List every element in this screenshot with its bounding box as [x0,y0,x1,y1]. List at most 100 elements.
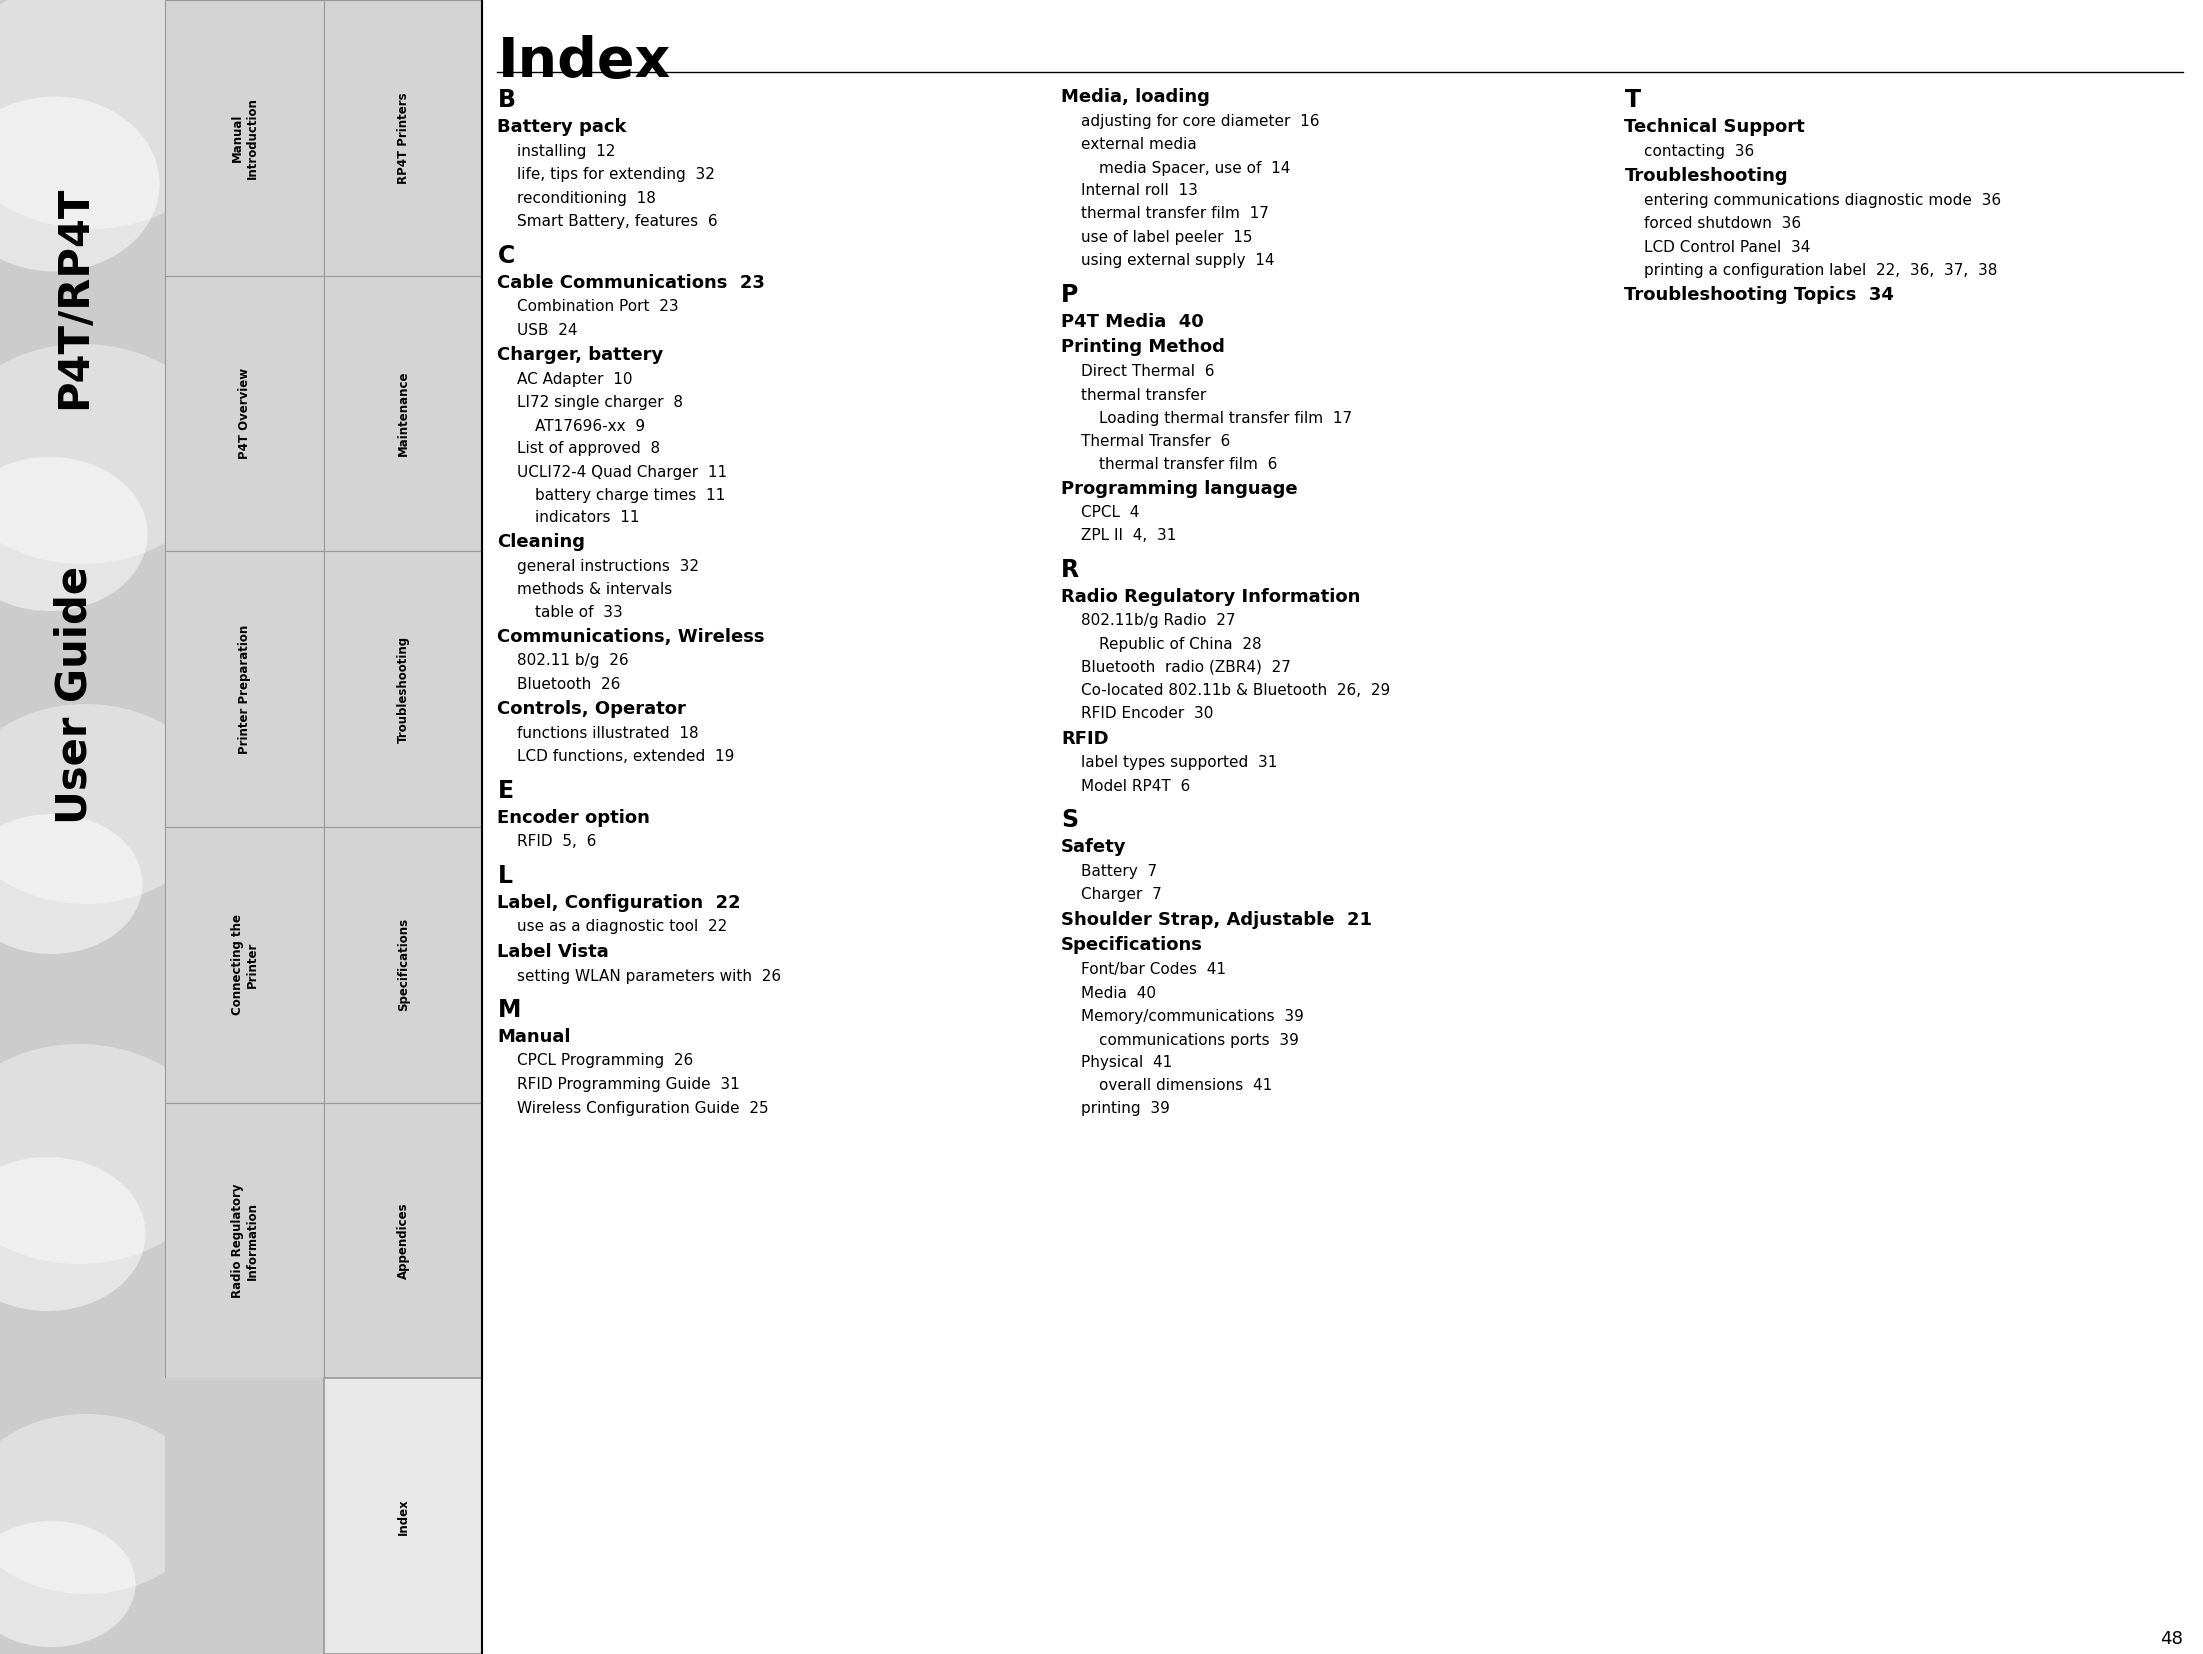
Text: RFID Encoder  30: RFID Encoder 30 [1082,706,1214,721]
Text: Battery  7: Battery 7 [1082,863,1157,878]
Text: Bluetooth  26: Bluetooth 26 [518,676,621,691]
Text: Shoulder Strap, Adjustable  21: Shoulder Strap, Adjustable 21 [1062,911,1372,930]
Text: LCD Control Panel  34: LCD Control Panel 34 [1643,240,1811,255]
Text: Smart Battery, features  6: Smart Battery, features 6 [518,213,718,228]
Text: Specifications: Specifications [397,918,410,1011]
Text: 802.11b/g Radio  27: 802.11b/g Radio 27 [1082,614,1236,629]
Text: Printer Preparation: Printer Preparation [238,625,251,754]
Text: Thermal Transfer  6: Thermal Transfer 6 [1082,433,1229,448]
Text: 48: 48 [2161,1629,2183,1647]
FancyBboxPatch shape [324,1378,482,1654]
Text: external media: external media [1082,137,1196,152]
Text: P: P [1062,283,1077,308]
Text: RFID Programming Guide  31: RFID Programming Guide 31 [518,1077,740,1092]
Ellipse shape [0,0,240,228]
Text: Internal roll  13: Internal roll 13 [1082,184,1198,198]
Text: Label Vista: Label Vista [498,943,610,961]
Text: media Spacer, use of  14: media Spacer, use of 14 [1099,160,1291,175]
Text: Memory/communications  39: Memory/communications 39 [1082,1009,1304,1024]
Text: USB  24: USB 24 [518,323,577,337]
Text: adjusting for core diameter  16: adjusting for core diameter 16 [1082,114,1320,129]
Text: Troubleshooting: Troubleshooting [397,635,410,743]
Ellipse shape [0,1522,137,1647]
Text: Font/bar Codes  41: Font/bar Codes 41 [1082,963,1227,978]
Text: communications ports  39: communications ports 39 [1099,1032,1300,1047]
Text: Programming language: Programming language [1062,480,1298,498]
Text: thermal transfer film  6: thermal transfer film 6 [1099,457,1278,471]
Text: P4T/RP4T: P4T/RP4T [53,185,95,410]
Text: contacting  36: contacting 36 [1643,144,1756,159]
Text: Bluetooth  radio (ZBR4)  27: Bluetooth radio (ZBR4) 27 [1082,660,1291,675]
Text: C: C [498,243,516,268]
Text: entering communications diagnostic mode  36: entering communications diagnostic mode … [1643,192,2003,207]
Ellipse shape [0,1414,205,1594]
Text: AC Adapter  10: AC Adapter 10 [518,372,632,387]
Text: RFID: RFID [1062,729,1108,748]
Ellipse shape [0,96,159,271]
FancyBboxPatch shape [165,827,324,1103]
Text: table of  33: table of 33 [535,605,623,620]
Text: Index: Index [397,1499,410,1535]
Text: Encoder option: Encoder option [498,809,650,827]
FancyBboxPatch shape [0,0,482,1654]
FancyBboxPatch shape [165,1103,324,1378]
Text: M: M [498,997,520,1022]
Text: AT17696-xx  9: AT17696-xx 9 [535,418,645,433]
FancyBboxPatch shape [324,0,482,276]
Text: setting WLAN parameters with  26: setting WLAN parameters with 26 [518,969,782,984]
Text: Wireless Configuration Guide  25: Wireless Configuration Guide 25 [518,1100,769,1115]
Text: Manual
Introduction: Manual Introduction [231,98,258,179]
Text: Model RP4T  6: Model RP4T 6 [1082,779,1190,794]
Text: P4T Overview: P4T Overview [238,367,251,460]
Text: Cleaning: Cleaning [498,533,586,551]
Text: Maintenance: Maintenance [397,370,410,457]
Text: Label, Configuration  22: Label, Configuration 22 [498,895,740,911]
Text: Combination Port  23: Combination Port 23 [518,299,679,314]
Ellipse shape [0,705,216,905]
Text: P4T Media  40: P4T Media 40 [1062,313,1203,331]
Text: Radio Regulatory
Information: Radio Regulatory Information [231,1183,258,1298]
FancyBboxPatch shape [165,551,324,827]
Text: CPCL  4: CPCL 4 [1082,504,1139,519]
Text: Manual: Manual [498,1029,571,1045]
Text: battery charge times  11: battery charge times 11 [535,488,725,503]
Ellipse shape [0,1158,145,1312]
Text: reconditioning  18: reconditioning 18 [518,190,656,205]
Ellipse shape [0,814,143,954]
Ellipse shape [0,457,148,610]
Text: functions illustrated  18: functions illustrated 18 [518,726,698,741]
FancyBboxPatch shape [165,276,324,551]
Text: Troubleshooting: Troubleshooting [1624,167,1789,185]
Text: Media, loading: Media, loading [1062,88,1209,106]
Ellipse shape [0,1044,220,1264]
Text: S: S [1062,809,1077,832]
Text: T: T [1624,88,1641,112]
Text: Co-located 802.11b & Bluetooth  26,  29: Co-located 802.11b & Bluetooth 26, 29 [1082,683,1390,698]
Text: Specifications: Specifications [1062,936,1203,954]
Text: Republic of China  28: Republic of China 28 [1099,637,1262,652]
Text: RFID  5,  6: RFID 5, 6 [518,835,597,850]
Text: Safety: Safety [1062,839,1126,857]
Text: Technical Support: Technical Support [1624,117,1804,136]
Text: Charger  7: Charger 7 [1082,888,1161,903]
Text: L: L [498,863,513,888]
Text: Media  40: Media 40 [1082,986,1157,1001]
Text: Index: Index [498,35,670,89]
Text: forced shutdown  36: forced shutdown 36 [1643,217,1802,232]
Text: List of approved  8: List of approved 8 [518,442,661,457]
Text: RP4T Printers: RP4T Printers [397,93,410,184]
Text: 802.11 b/g  26: 802.11 b/g 26 [518,653,630,668]
Text: indicators  11: indicators 11 [535,511,639,526]
Text: use as a diagnostic tool  22: use as a diagnostic tool 22 [518,920,727,935]
Text: label types supported  31: label types supported 31 [1082,756,1278,771]
FancyBboxPatch shape [324,551,482,827]
Text: Connecting the
Printer: Connecting the Printer [231,915,258,1016]
Text: thermal transfer: thermal transfer [1082,387,1207,402]
Text: R: R [1062,557,1079,582]
Text: B: B [498,88,516,112]
Text: Troubleshooting Topics  34: Troubleshooting Topics 34 [1624,286,1895,304]
Text: E: E [498,779,513,802]
Text: Charger, battery: Charger, battery [498,346,663,364]
Text: methods & intervals: methods & intervals [518,582,672,597]
Text: use of label peeler  15: use of label peeler 15 [1082,230,1254,245]
